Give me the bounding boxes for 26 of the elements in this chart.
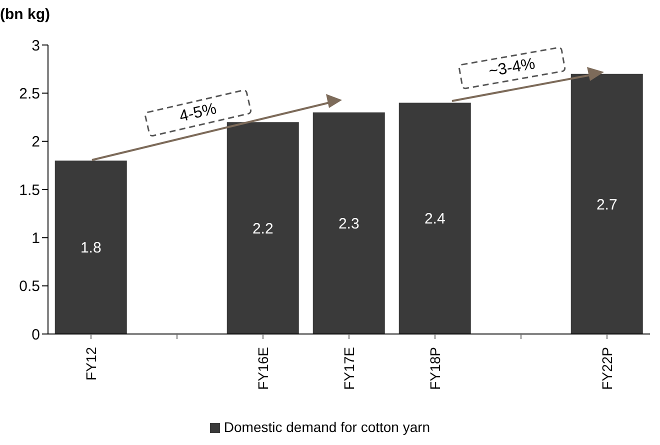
- data-label: 2.7: [596, 196, 618, 214]
- y-tick-label: 0.5: [19, 278, 40, 296]
- bar: [226, 122, 299, 334]
- bar: [398, 102, 471, 334]
- annotation: ~3-4%: [488, 56, 536, 80]
- x-tick-label: FY12: [83, 346, 99, 380]
- data-label: 2.3: [338, 216, 360, 233]
- legend-label: Domestic demand for cotton yarn: [224, 419, 430, 435]
- y-tick-label: 2.5: [19, 85, 40, 102]
- x-tick-label: FY18P: [427, 347, 443, 390]
- data-label: 2.2: [252, 220, 274, 238]
- annotation: 4-5%: [178, 100, 218, 126]
- y-tick-label: 2: [32, 134, 40, 151]
- bar: [54, 160, 127, 334]
- x-tick-label: FY16E: [255, 347, 271, 390]
- y-tick-label: 1: [32, 230, 40, 247]
- data-label: 2.4: [424, 210, 446, 228]
- data-label: 1.8: [80, 240, 102, 257]
- y-tick-label: 3: [32, 37, 40, 54]
- x-tick-label: FY22P: [599, 347, 615, 390]
- y-tick-label: 1.5: [19, 182, 40, 199]
- y-axis-title: (bn kg): [0, 6, 50, 23]
- bar: [312, 112, 385, 334]
- bar: [570, 74, 643, 334]
- x-tick-label: FY17E: [341, 347, 357, 390]
- y-tick-label: 0: [32, 326, 40, 344]
